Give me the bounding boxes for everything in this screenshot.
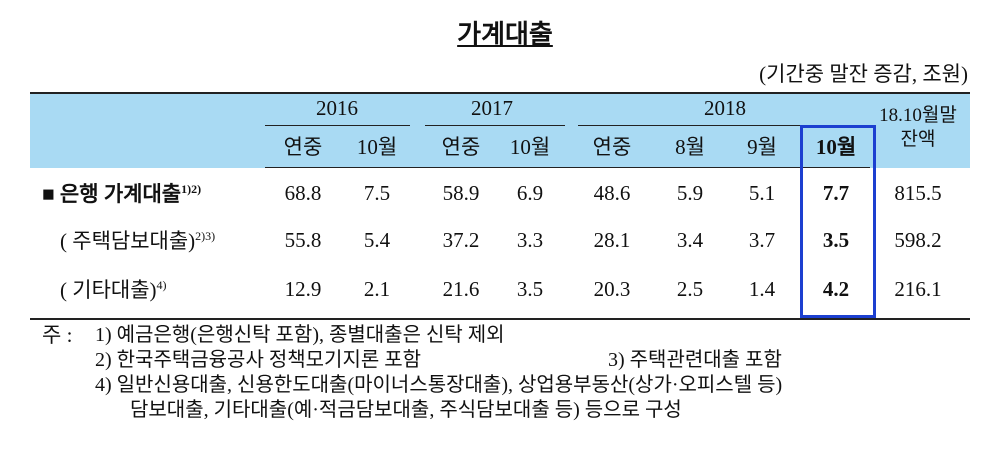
column-header: 10월 <box>509 135 551 159</box>
cell: 3.5 <box>516 277 544 301</box>
header-bg <box>30 93 970 168</box>
title: 가계대출 <box>457 20 553 49</box>
cell: 598.2 <box>894 228 942 252</box>
year-header: 2016 <box>316 96 358 120</box>
cell: 7.7 <box>822 181 850 205</box>
column-header: 연중 <box>441 135 481 159</box>
row-label: ■ 은행 가계대출1)2) <box>42 182 202 206</box>
column-header: 10월 <box>815 135 857 159</box>
row-label: ( 기타대출)4) <box>60 278 167 302</box>
column-header: 연중 <box>592 135 632 159</box>
row-label: ( 주택담보대출)2)3) <box>60 229 216 253</box>
cell: 55.8 <box>284 228 322 252</box>
cell: 6.9 <box>516 181 544 205</box>
cell: 7.5 <box>363 181 391 205</box>
note: 4) 일반신용대출, 신용한도대출(마이너스통장대출), 상업용부동산(상가·오… <box>95 374 783 396</box>
cell: 5.4 <box>363 228 391 252</box>
cell: 68.8 <box>284 181 322 205</box>
column-header: 잔액 <box>900 129 936 150</box>
highlight-box <box>800 125 876 318</box>
cell: 3.7 <box>748 228 776 252</box>
note: 담보대출, 기타대출(예·적금담보대출, 주식담보대출 등) 등으로 구성 <box>130 399 682 421</box>
cell: 21.6 <box>442 277 480 301</box>
cell: 48.6 <box>593 181 631 205</box>
cell: 20.3 <box>593 277 631 301</box>
footnote-ref: 2)3) <box>195 229 216 243</box>
cell: 3.3 <box>516 228 544 252</box>
rule <box>265 167 870 168</box>
cell: 1.4 <box>748 277 776 301</box>
column-header: 18.10월말 <box>879 105 957 126</box>
cell: 28.1 <box>593 228 631 252</box>
unit: (기간중 말잔 증감, 조원) <box>759 62 968 86</box>
rule <box>30 92 970 94</box>
column-header: 8월 <box>675 135 705 159</box>
cell: 815.5 <box>894 181 942 205</box>
rule <box>425 125 565 126</box>
cell: 5.9 <box>676 181 704 205</box>
cell: 5.1 <box>748 181 776 205</box>
cell: 2.5 <box>676 277 704 301</box>
cell: 3.5 <box>822 228 850 252</box>
note: 2) 한국주택금융공사 정책모기지론 포함 <box>95 349 422 371</box>
cell: 216.1 <box>894 277 942 301</box>
notes-prefix: 주 : <box>42 323 73 347</box>
year-header: 2017 <box>471 96 513 120</box>
column-header: 연중 <box>283 135 323 159</box>
column-header: 9월 <box>747 135 777 159</box>
cell: 4.2 <box>822 277 850 301</box>
cell: 3.4 <box>676 228 704 252</box>
note: 1) 예금은행(은행신탁 포함), 종별대출은 신탁 제외 <box>95 324 505 346</box>
note: 3) 주택관련대출 포함 <box>608 349 782 371</box>
column-header: 10월 <box>356 135 398 159</box>
cell: 37.2 <box>442 228 480 252</box>
footnote-ref: 4) <box>156 278 167 292</box>
footnote-ref: 1)2) <box>181 182 202 196</box>
cell: 58.9 <box>442 181 480 205</box>
cell: 2.1 <box>363 277 391 301</box>
cell: 12.9 <box>284 277 322 301</box>
year-header: 2018 <box>704 96 746 120</box>
rule <box>30 318 970 320</box>
rule <box>578 125 868 126</box>
rule <box>265 125 410 126</box>
